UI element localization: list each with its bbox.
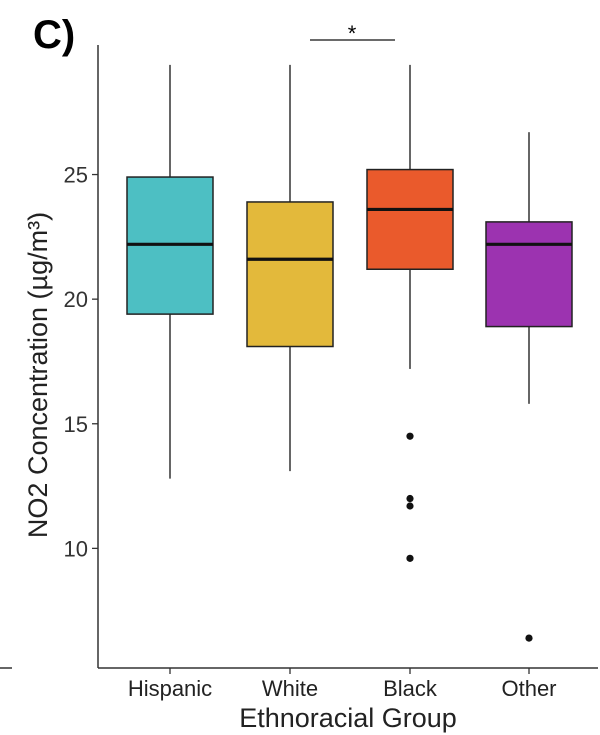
outlier-black-0 [406, 432, 414, 440]
x-tick-label-other: Other [501, 676, 556, 701]
outlier-black-1 [406, 494, 414, 503]
y-tick-label-25: 25 [64, 163, 88, 188]
x-tick-label-white: White [262, 676, 318, 701]
outlier-black-2 [406, 502, 414, 510]
y-tick-label-15: 15 [64, 412, 88, 437]
significance-label: * [348, 21, 357, 46]
box-white [246, 201, 334, 348]
x-tick-label-hispanic: Hispanic [128, 676, 212, 701]
y-axis-title: NO2 Concentration (µg/m³) [23, 212, 53, 538]
x-axis-title: Ethnoracial Group [239, 703, 457, 733]
panel-label: C) [33, 13, 75, 57]
box-black [366, 168, 454, 270]
outlier-black-3 [406, 554, 414, 562]
box-other [485, 221, 573, 328]
plot-area: 10 15 20 25 Hispanic White Black Other * [0, 21, 598, 701]
x-tick-label-black: Black [383, 676, 438, 701]
outlier-other-0 [525, 634, 533, 642]
y-tick-label-10: 10 [64, 536, 88, 561]
y-tick-label-20: 20 [64, 287, 88, 312]
